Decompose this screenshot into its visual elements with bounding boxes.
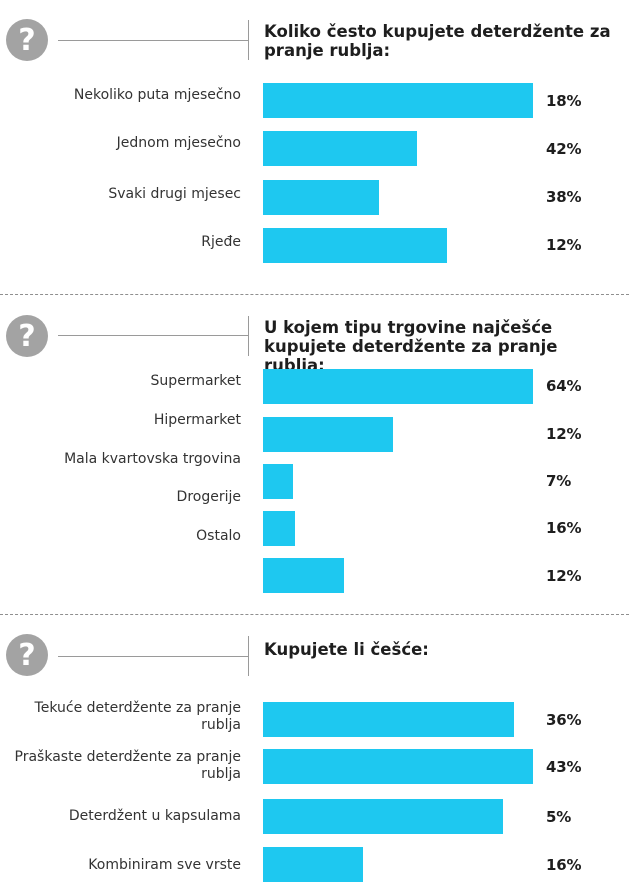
category-label: Tekuće deterdžente za pranje rublja xyxy=(34,700,241,733)
question-mark-icon: ? xyxy=(6,315,48,357)
category-label: Mala kvartovska trgovina xyxy=(64,451,241,467)
bar xyxy=(263,180,379,215)
question-mark-icon: ? xyxy=(6,634,48,676)
question-mark-icon: ? xyxy=(6,19,48,61)
bar xyxy=(263,749,533,784)
category-label: Jednom mjesečno xyxy=(116,135,241,151)
value-label: 16% xyxy=(546,856,582,874)
bar xyxy=(263,83,533,118)
category-label: Ostalo xyxy=(196,528,241,544)
question-section-2: ? U kojem tipu trgovine najčešće kupujet… xyxy=(6,315,582,593)
category-label: Rjeđe xyxy=(201,234,241,250)
bar xyxy=(263,511,295,546)
bar xyxy=(263,702,514,737)
bar xyxy=(263,847,363,882)
category-label: Hipermarket xyxy=(153,412,241,428)
value-label: 42% xyxy=(546,140,582,158)
value-label: 16% xyxy=(546,519,582,537)
value-label: 18% xyxy=(546,92,582,110)
divider-line xyxy=(58,335,248,336)
category-label: Nekoliko puta mjesečno xyxy=(73,87,241,103)
value-label: 12% xyxy=(546,425,582,443)
bar xyxy=(263,131,417,166)
value-label: 12% xyxy=(546,236,582,254)
divider-line xyxy=(58,40,248,41)
value-label: 64% xyxy=(546,377,582,395)
category-label: Supermarket xyxy=(150,373,241,389)
category-label: Drogerije xyxy=(176,489,241,505)
value-label: 7% xyxy=(546,472,572,490)
section-separator xyxy=(0,294,629,295)
divider-line xyxy=(248,20,249,60)
category-label: Svaki drugi mjesec xyxy=(108,186,241,202)
value-label: 36% xyxy=(546,711,582,729)
question-title: Koliko često kupujete deterdžente za pra… xyxy=(264,22,611,60)
bar xyxy=(263,799,503,834)
question-section-1: ? Koliko često kupujete deterdžente za p… xyxy=(0,0,629,290)
value-label: 5% xyxy=(546,808,572,826)
bar xyxy=(263,369,533,404)
category-label: Deterdžent u kapsulama xyxy=(68,808,241,824)
value-label: 12% xyxy=(546,567,582,585)
category-label: Praškaste deterdžente za pranje rublja xyxy=(14,749,241,782)
value-label: 43% xyxy=(546,758,582,776)
divider-line xyxy=(248,316,249,356)
category-label: Kombiniram sve vrste xyxy=(88,857,241,873)
question-title: Kupujete li češće: xyxy=(264,640,429,659)
divider-line xyxy=(248,636,249,676)
bar xyxy=(263,464,293,499)
bar xyxy=(263,417,393,452)
bar xyxy=(263,228,447,263)
section-separator xyxy=(0,614,629,615)
divider-line xyxy=(58,656,248,657)
bar xyxy=(263,558,344,593)
value-label: 38% xyxy=(546,188,582,206)
